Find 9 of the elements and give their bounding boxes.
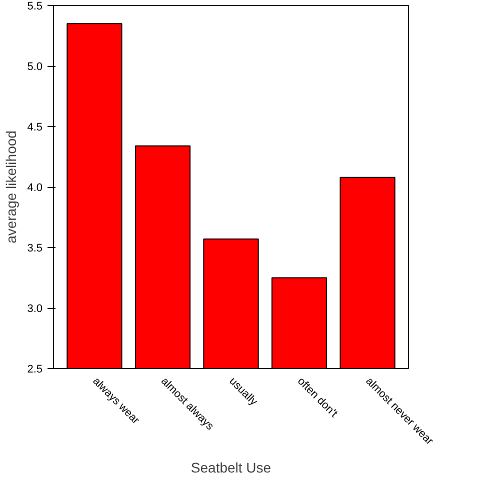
y-tick-label: 3.0 <box>27 303 43 315</box>
y-tick-label: 5.0 <box>27 61 43 73</box>
x-axis-title: Seatbelt Use <box>190 460 272 476</box>
y-axis-title: average likelihood <box>3 130 20 244</box>
y-tick-label: 2.5 <box>27 364 43 376</box>
y-tick-label: 5.5 <box>27 0 43 12</box>
y-tick-label: 3.5 <box>27 242 43 254</box>
y-tick-label: 4.0 <box>27 182 43 194</box>
y-tick-label: 4.5 <box>27 122 43 134</box>
